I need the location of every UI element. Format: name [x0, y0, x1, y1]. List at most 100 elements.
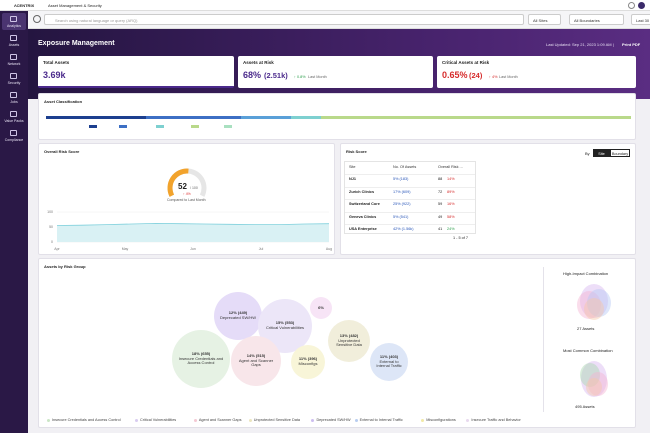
legend-swatch — [135, 419, 139, 422]
kpi-card[interactable]: Total Assets 3.69k — [38, 56, 234, 88]
legend-swatch — [354, 419, 358, 422]
high-impact-title: High-Impact Combination — [563, 271, 609, 276]
nav-label[interactable]: Value Packs — [4, 119, 24, 123]
nav-label[interactable]: Analytics — [6, 24, 21, 28]
legend-label[interactable]: Misconfigurations — [426, 418, 456, 422]
kpi-count: (24) — [469, 71, 483, 80]
nav-icon[interactable] — [10, 54, 17, 60]
risk-bubble[interactable]: 12% (449) Deprecated SW/HW — [214, 292, 262, 340]
gauge-value — [167, 168, 189, 197]
risk-score: 59 — [438, 202, 443, 206]
y-tick-label: 100 — [47, 210, 53, 214]
risk-bubble[interactable]: 11% (403) External to Internal Traffic — [370, 343, 408, 381]
pagination[interactable]: 1 - 5 of 7 — [453, 236, 468, 240]
logo: ΛCENTRIX — [14, 3, 35, 8]
kpi-value: 3.69k — [43, 70, 66, 80]
app-title: Asset Management & Security — [48, 3, 102, 8]
risk-bubble[interactable]: 18% (655) Insecure Credentials and Access… — [172, 330, 230, 388]
nav-icon[interactable] — [10, 92, 17, 98]
legend-label[interactable]: Agent and Scanner Gaps — [198, 418, 242, 422]
row-divider — [345, 186, 475, 188]
x-tick-label: May — [122, 247, 129, 251]
history-icon[interactable] — [33, 15, 41, 23]
kpi-label: Critical Assets at Risk — [442, 60, 490, 65]
x-tick-label: Aug — [326, 247, 332, 251]
kpi-card[interactable]: Assets at Risk 68% (2.51k) ↑ 0.8% Last Month — [238, 56, 433, 88]
asset-classification-panel: Asset Classification — [38, 93, 636, 140]
nav-label[interactable]: Jobs — [10, 100, 18, 104]
legend-label[interactable]: Unprotected Sensitive Data — [253, 418, 300, 422]
class-bar — [321, 116, 631, 119]
legend-label[interactable]: Critical Vulnerabilities — [140, 418, 177, 422]
asset-count[interactable]: 25% (922) — [393, 202, 411, 206]
kpi-card[interactable]: Critical Assets at Risk 0.65% (24) ↑ 4% Last… — [437, 56, 636, 88]
kpi-period: Last Month — [499, 75, 518, 79]
site-name: Zurich Clinics — [349, 189, 375, 194]
risk-bubble[interactable]: 11% (396) Misconfigs — [291, 345, 325, 379]
nav-label[interactable]: Compliance — [4, 138, 24, 142]
legend-label[interactable]: Insecure Traffic and Behavior — [471, 418, 521, 422]
risk-score: 72 — [438, 189, 443, 194]
risk-bubble[interactable]: 6% — [310, 297, 332, 319]
filter-label: Last 30 Days — [636, 18, 650, 23]
asset-count[interactable]: 5% (541) — [393, 214, 409, 219]
nav-label[interactable]: Network — [7, 62, 21, 66]
filter-label: All Boundaries — [574, 18, 600, 23]
panel-title: Asset Classification — [44, 99, 83, 104]
kpi-change: ↑ 4% — [489, 75, 498, 79]
gauge-max: / 100 — [190, 186, 198, 190]
legend-swatch — [311, 419, 315, 422]
filter-dropdown[interactable]: All Boundaries — [569, 14, 624, 25]
print-pdf[interactable]: Print PDF — [622, 42, 641, 47]
nav-icon[interactable] — [10, 16, 17, 22]
help-icon[interactable] — [628, 2, 635, 9]
legend-swatch — [193, 419, 197, 422]
page-title: Exposure Management — [38, 40, 115, 47]
nav-icon[interactable] — [10, 35, 17, 41]
nav-icon[interactable] — [10, 130, 17, 136]
risk-group-panel: Assets by Risk Group High-Impact Combina… — [38, 258, 636, 428]
nav-label[interactable]: Assets — [8, 43, 20, 47]
legend-swatch — [421, 419, 425, 422]
legend-label[interactable]: Insecure Credentials and Access Control — [52, 418, 121, 422]
bubble-name: Critical Vulnerabilities — [265, 325, 305, 330]
risk-bubble[interactable]: 14% (515) Agent and Scanner Gaps — [231, 336, 281, 386]
filter-dropdown[interactable]: Last 30 Days — [631, 14, 650, 25]
area — [57, 223, 329, 242]
class-chip — [191, 125, 199, 128]
x-tick-label: Jul — [259, 247, 264, 251]
risk-change: 16% — [447, 202, 455, 206]
column-header[interactable]: Site — [349, 165, 356, 169]
nav-label[interactable]: Security — [7, 81, 21, 85]
asset-count[interactable]: 42% (1.56k) — [393, 227, 414, 231]
nav-icon[interactable] — [10, 111, 17, 117]
filter-dropdown[interactable]: All Sites — [528, 14, 561, 25]
legend-swatch — [248, 419, 252, 422]
bubble-value: 12% (449) — [228, 310, 248, 316]
filter-label: All Sites — [533, 18, 548, 23]
column-header[interactable]: Overall Risk ... — [438, 165, 463, 169]
site-name: Switzerland Core — [349, 202, 380, 206]
asset-count[interactable]: 17% (609) — [393, 189, 411, 194]
toggle-button[interactable]: Boundary — [610, 149, 630, 157]
bubble-value: 13% (482) — [339, 333, 359, 339]
column-header[interactable]: No. Of Assets — [393, 165, 417, 169]
class-bar — [291, 116, 321, 119]
search-input[interactable]: Search using natural language or query (… — [44, 14, 524, 25]
risk-score: 41 — [438, 227, 443, 231]
legend-label[interactable]: Deprecated SW/HW — [316, 418, 351, 422]
risk-bubble[interactable]: 13% (482) Unprotected Sensitive Data — [328, 320, 370, 362]
sidebar: Analytics Assets Network Security Jobs Value … — [0, 0, 28, 433]
asset-count[interactable]: 5% (183) — [393, 177, 409, 181]
kpi-label: Total Assets — [43, 60, 70, 65]
by-label: By — [585, 151, 590, 156]
gauge-score: 52 — [178, 182, 187, 191]
user-avatar[interactable] — [638, 2, 645, 9]
x-tick-label: Apr — [54, 247, 60, 251]
nav-icon[interactable] — [10, 73, 17, 79]
toggle-button[interactable]: Site — [593, 149, 610, 157]
legend-label[interactable]: External to Internal Traffic — [359, 418, 403, 422]
class-bar — [46, 116, 146, 119]
panel-title: Overall Risk Score — [44, 149, 80, 154]
